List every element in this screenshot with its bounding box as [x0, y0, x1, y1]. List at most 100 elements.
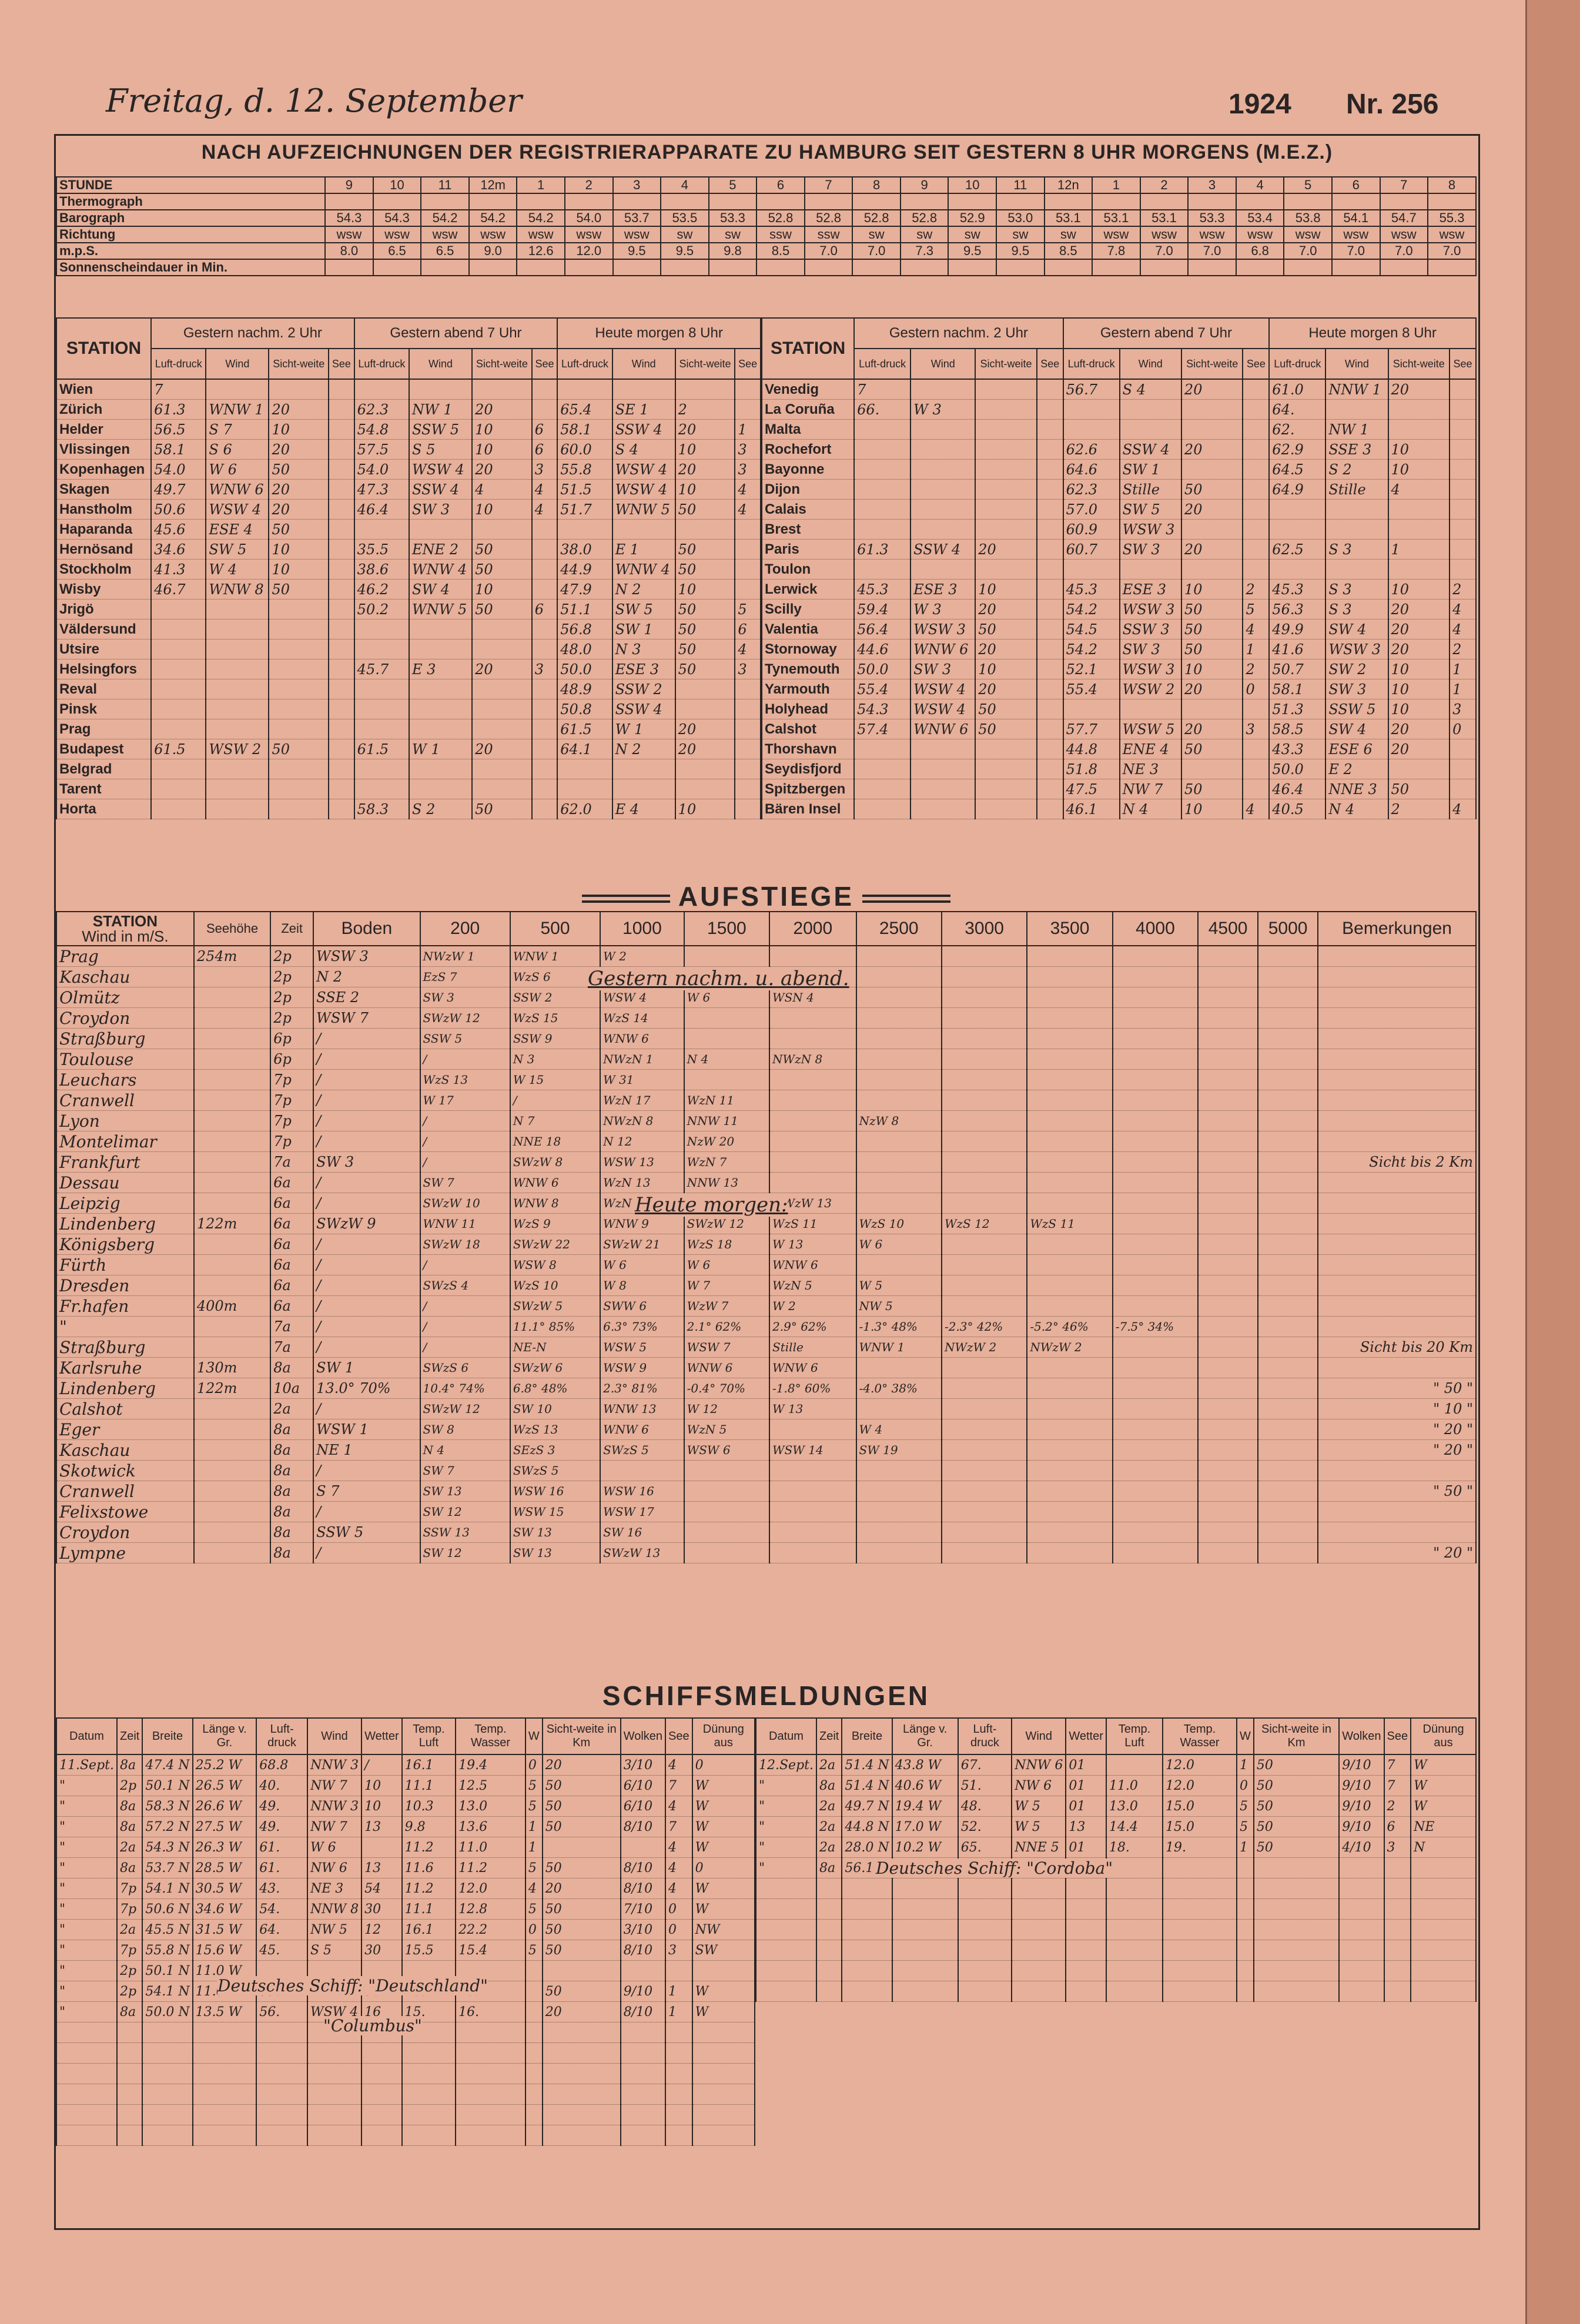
station-row: Dijon 62.3 Stille 50 64.9 Stille 4	[761, 479, 1477, 500]
stations-table-left: STATION Gestern nachm. 2 Uhr Gestern abend…	[55, 317, 761, 819]
station-value	[557, 759, 613, 779]
ship-value: 15.0	[1162, 1796, 1237, 1817]
ship-value	[665, 1960, 693, 1981]
hour-row-cell: 9	[899, 176, 949, 194]
ship-value: 68.8	[256, 1754, 308, 1776]
ship-empty-cell	[1410, 1919, 1477, 1940]
ship-value: 10	[361, 1796, 403, 1817]
station-value: 10	[1180, 579, 1244, 600]
ship-value: 40.	[256, 1775, 308, 1796]
ship-empty-cell	[841, 1960, 893, 1981]
station-value: W 3	[910, 599, 976, 619]
station-value: 20	[1180, 719, 1244, 739]
station-value: 10	[268, 419, 330, 440]
aufstiege-level-value: NNW 11	[683, 1110, 771, 1131]
aufstiege-time: 7p	[270, 1069, 314, 1090]
aufstiege-level-value	[940, 1295, 1028, 1317]
aufstiege-time: 7p	[270, 1131, 314, 1152]
station-value: 45.3	[853, 579, 912, 600]
ship-empty-cell	[1338, 1960, 1385, 1981]
aufstiege-level-value: SWzW 12	[419, 1398, 511, 1419]
ship-value: 15.0	[1162, 1816, 1237, 1837]
hour-row-cell: 4	[660, 176, 709, 194]
ship-value: 50	[1253, 1816, 1340, 1837]
ship-head: Sicht-weite in Km	[1253, 1717, 1340, 1755]
station-value: 46.4	[353, 499, 410, 520]
aufstiege-time: 8a	[270, 1542, 314, 1563]
station-value	[853, 459, 912, 480]
title-rule-left	[581, 894, 670, 903]
aufstiege-level-value: WNW 6	[769, 1254, 857, 1275]
aufstiege-time: 6a	[270, 1295, 314, 1317]
station-row: Calais 57.0 SW 5 20	[761, 499, 1477, 520]
station-subhead-row: Luft-druck Wind Sicht-weite See Luft-druck Wi…	[762, 348, 1477, 380]
aufstiege-time: 6a	[270, 1254, 314, 1275]
station-value	[1387, 559, 1451, 580]
station-value: 56.4	[853, 619, 912, 639]
ship-empty-row	[56, 2125, 756, 2146]
aufstiege-level-value: -0.4° 70%	[683, 1378, 771, 1399]
aufstiege-level-value	[769, 1090, 857, 1111]
ship-value: 7	[1383, 1775, 1412, 1796]
ship-value: W	[691, 1898, 756, 1920]
station-value	[268, 619, 330, 639]
ship-empty-cell	[665, 2104, 693, 2125]
ship-empty-cell	[620, 2022, 667, 2043]
aufstiege-level-value: SWzW 5	[509, 1295, 601, 1317]
station-value: 54.5	[1062, 619, 1120, 639]
station-name: Stockholm	[55, 559, 152, 580]
thermograph-row-cell	[564, 193, 614, 210]
aufstiege-level-value	[855, 1398, 942, 1419]
station-name: Pinsk	[55, 699, 152, 719]
station-value	[1268, 499, 1327, 520]
station-value	[268, 719, 330, 739]
station-name: Rochefort	[761, 439, 855, 460]
ship-value: 5	[524, 1796, 543, 1817]
station-value: 20	[975, 679, 1037, 699]
ship-value: 7p	[116, 1940, 143, 1961]
station-value	[531, 399, 558, 420]
sunshine-row-cell	[1139, 259, 1189, 276]
aufstiege-height	[193, 987, 272, 1008]
station-value: 54.2	[1062, 599, 1120, 619]
ship-value: 0	[665, 1919, 693, 1940]
ship-empty-cell	[1162, 1919, 1237, 1940]
aufstiege-level-value: -2.3° 42%	[940, 1316, 1028, 1337]
ship-value: 5	[524, 1775, 543, 1796]
station-value	[471, 519, 533, 540]
aufstiege-level-value	[855, 945, 942, 967]
ship-empty-cell	[401, 2063, 457, 2084]
aufstiege-level-value	[1112, 1481, 1199, 1502]
aufstiege-ground: /	[313, 1234, 421, 1255]
aufstiege-time: 6a	[270, 1275, 314, 1296]
aufstiege-ground: SWzW 9	[313, 1213, 421, 1234]
station-value: WNW 5	[409, 599, 473, 619]
aufstiege-level-value	[1112, 1337, 1199, 1358]
wind-speed-row-cell: 6.5	[372, 242, 422, 260]
aufstiege-level-value: SWzS 5	[600, 1439, 685, 1461]
aufstiege-level-value	[1257, 1501, 1319, 1522]
station-value: 10	[1180, 799, 1244, 819]
station-value: 61.5	[353, 739, 410, 759]
ship-empty-cell	[691, 2125, 756, 2146]
barograph-row-cell: 52.9	[948, 209, 997, 227]
aufstiege-level-value	[1112, 945, 1199, 967]
aufstiege-level-value	[1026, 1439, 1113, 1461]
ship-value: 8a	[815, 1775, 843, 1796]
ship-value: NE 3	[306, 1878, 363, 1899]
hour-row-cell: 1	[1092, 176, 1141, 194]
ship-empty-cell	[1253, 1981, 1340, 2002]
station-value	[910, 439, 976, 460]
aufstiege-level-value: SWzW 8	[509, 1151, 601, 1173]
aufstiege-remark	[1317, 1234, 1477, 1255]
station-value: 20	[1387, 599, 1451, 619]
station-value	[1062, 399, 1120, 420]
aufstiege-level-value	[1257, 1439, 1319, 1461]
ship-empty-cell	[401, 2084, 457, 2105]
station-head-row: STATION Gestern nachm. 2 Uhr Gestern abend…	[761, 317, 1477, 380]
hour-row-cell: 12m	[468, 176, 518, 194]
station-value: N 3	[611, 639, 676, 659]
aufstiege-level-value	[940, 1398, 1028, 1419]
station-value	[975, 799, 1037, 819]
